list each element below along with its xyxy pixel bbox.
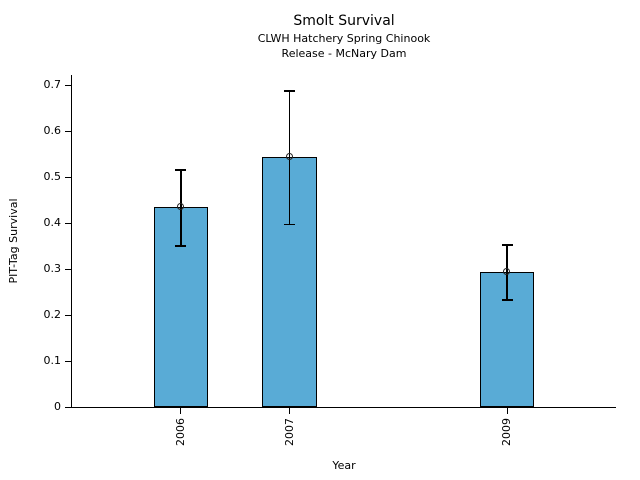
y-tick-0.4 [65, 222, 72, 224]
error-cap-bottom-2007 [284, 223, 296, 226]
error-cap-top-2007 [284, 90, 296, 92]
x-tick-label-2007: 2007 [282, 418, 296, 446]
y-tick-label-0.7: 0.7 [43, 78, 62, 91]
x-tick-label-2009: 2009 [500, 418, 514, 446]
y-tick-0.6 [65, 130, 72, 132]
y-tick-label-0.3: 0.3 [43, 262, 62, 275]
x-tick-2007 [289, 407, 291, 414]
error-cap-bottom-2006 [175, 245, 187, 247]
error-cap-top-2009 [501, 244, 513, 246]
y-tick-0.3 [65, 268, 72, 270]
title-block: Smolt Survival CLWH Hatchery Spring Chin… [72, 12, 616, 61]
y-tick-0.2 [65, 314, 72, 316]
chart-subtitle-line2: Release - McNary Dam [281, 47, 407, 60]
chart-title: Smolt Survival [293, 13, 395, 29]
y-tick-0.1 [65, 360, 72, 362]
y-tick-label-0.4: 0.4 [43, 216, 62, 229]
y-tick-label-0.6: 0.6 [43, 124, 62, 137]
point-marker-2007 [285, 152, 293, 160]
chart-subtitle-line1: CLWH Hatchery Spring Chinook [257, 32, 431, 45]
x-tick-2009 [506, 407, 508, 414]
x-tick-2006 [180, 407, 182, 414]
y-tick-0.5 [65, 176, 72, 178]
y-tick-0.7 [65, 84, 72, 86]
x-axis-label: Year [332, 459, 356, 472]
bar-2009 [480, 272, 535, 407]
y-tick-label-0.2: 0.2 [43, 308, 62, 321]
error-cap-top-2006 [175, 169, 187, 171]
y-axis-spine [71, 75, 72, 407]
y-tick-label-0.5: 0.5 [43, 170, 62, 183]
point-marker-2006 [176, 202, 184, 210]
error-cap-bottom-2009 [501, 299, 513, 301]
y-tick-0 [65, 406, 72, 408]
y-tick-label-0.1: 0.1 [43, 354, 62, 367]
y-tick-label-0: 0 [54, 400, 61, 413]
x-axis-spine [71, 407, 616, 408]
x-tick-label-2006: 2006 [173, 418, 187, 446]
point-marker-2009 [503, 268, 511, 276]
